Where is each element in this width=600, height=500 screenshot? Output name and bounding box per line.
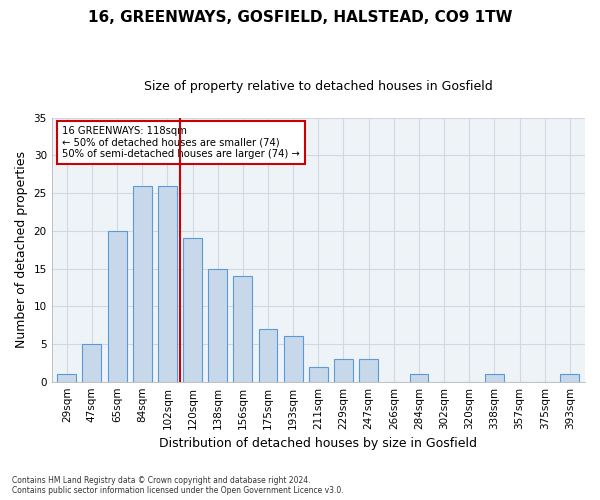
Y-axis label: Number of detached properties: Number of detached properties <box>15 151 28 348</box>
Bar <box>334 359 353 382</box>
Title: Size of property relative to detached houses in Gosfield: Size of property relative to detached ho… <box>144 80 493 93</box>
Bar <box>259 329 277 382</box>
Bar <box>58 374 76 382</box>
Text: 16, GREENWAYS, GOSFIELD, HALSTEAD, CO9 1TW: 16, GREENWAYS, GOSFIELD, HALSTEAD, CO9 1… <box>88 10 512 25</box>
Bar <box>183 238 202 382</box>
Bar <box>158 186 177 382</box>
Bar <box>208 268 227 382</box>
Text: Contains HM Land Registry data © Crown copyright and database right 2024.
Contai: Contains HM Land Registry data © Crown c… <box>12 476 344 495</box>
Bar <box>359 359 378 382</box>
Bar <box>107 231 127 382</box>
Bar <box>309 366 328 382</box>
Bar <box>82 344 101 382</box>
Bar <box>560 374 580 382</box>
Bar <box>233 276 252 382</box>
Bar <box>133 186 152 382</box>
X-axis label: Distribution of detached houses by size in Gosfield: Distribution of detached houses by size … <box>160 437 478 450</box>
Text: 16 GREENWAYS: 118sqm
← 50% of detached houses are smaller (74)
50% of semi-detac: 16 GREENWAYS: 118sqm ← 50% of detached h… <box>62 126 300 159</box>
Bar <box>284 336 302 382</box>
Bar <box>410 374 428 382</box>
Bar <box>485 374 504 382</box>
